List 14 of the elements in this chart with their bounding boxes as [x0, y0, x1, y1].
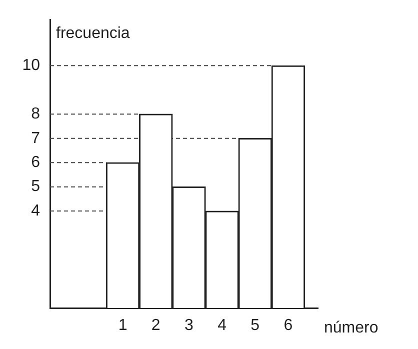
x-tick-label: 4 — [218, 317, 227, 334]
x-axis-title: número — [324, 319, 378, 336]
x-tick-label: 3 — [184, 317, 194, 334]
y-tick-label: 4 — [31, 202, 40, 220]
x-tick-label: 5 — [250, 317, 260, 334]
y-axis-title: frecuencia — [56, 25, 130, 42]
y-tick-label: 5 — [31, 178, 40, 196]
y-tick-label: 10 — [22, 57, 40, 74]
y-tick-label: 6 — [31, 154, 40, 171]
x-tick-label: 6 — [284, 317, 293, 334]
x-tick-label: 1 — [118, 317, 128, 334]
x-tick-label: 2 — [151, 317, 160, 334]
y-tick-label: 7 — [31, 130, 40, 147]
y-tick-label: 8 — [31, 106, 40, 123]
